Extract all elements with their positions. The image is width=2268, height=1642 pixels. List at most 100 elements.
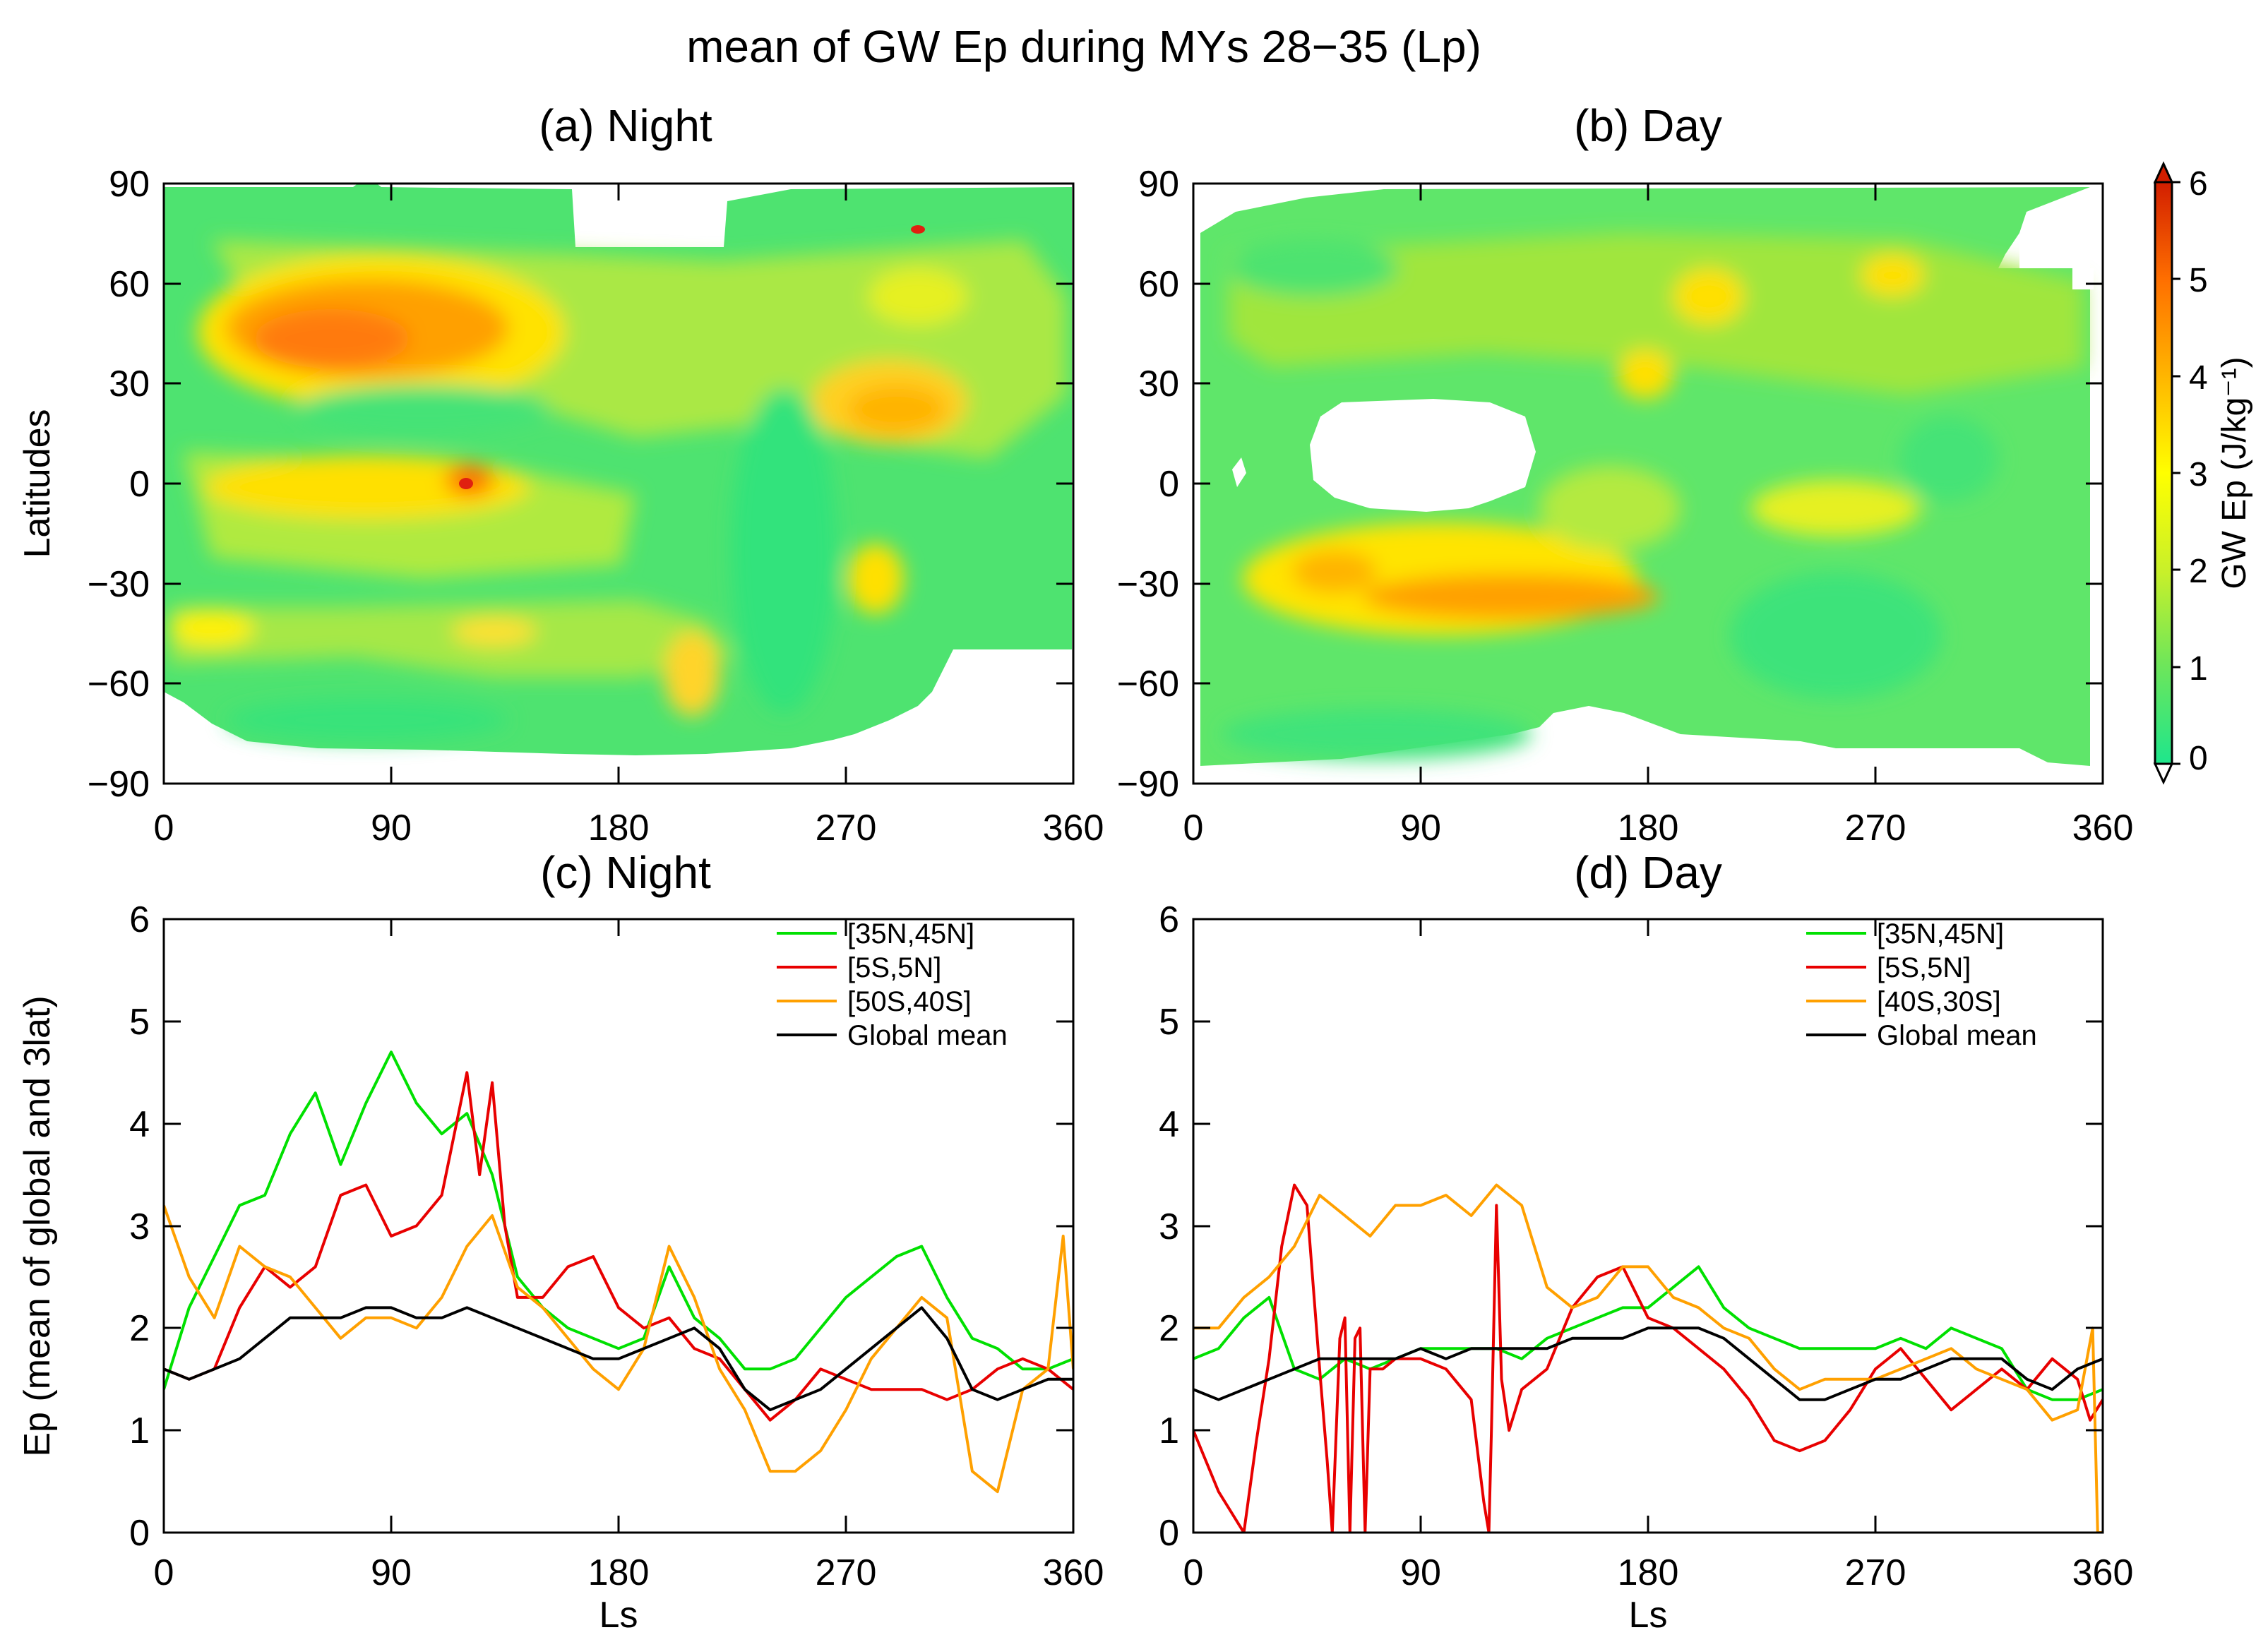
panel-c-plot	[164, 1050, 1073, 1494]
colorbar-tick-label: 0	[2189, 740, 2208, 777]
panel-c-ylabel: Ep (mean of global and 3lat)	[17, 995, 58, 1456]
panel-d: (d) Day 0 1 2 3 4 5 6 0 90 180 270	[1159, 847, 2133, 1636]
xtick-label: 90	[1400, 808, 1441, 849]
panel-c-xticklabels: 0 90 180 270 360	[154, 1552, 1104, 1593]
legend-label: [5S,5N]	[1877, 952, 1971, 983]
xtick-label: 360	[1043, 808, 1104, 849]
panel-b-title: (b) Day	[1574, 100, 1722, 151]
legend-label: [40S,30S]	[1877, 986, 2001, 1017]
series-line-35n-45n	[164, 1050, 1073, 1390]
series-line-global-mean	[1193, 1326, 2103, 1401]
xtick-label: 180	[1618, 808, 1679, 849]
colorbar: 0 1 2 3 4 5 6 GW Ep (J/kg⁻¹)	[2153, 161, 2253, 785]
panel-a-blob-s	[664, 632, 720, 717]
panel-a-spot2	[459, 478, 473, 489]
panel-b-blob-n2	[1617, 349, 1673, 399]
legend-label: [35N,45N]	[847, 918, 974, 949]
panel-b-low-n	[1229, 240, 1398, 296]
ytick-label: −90	[1117, 764, 1179, 805]
panel-b-blob-south-w	[1292, 551, 1377, 593]
panel-a-heatmap	[164, 184, 1072, 755]
panel-a-low	[731, 388, 837, 713]
panel-a-blob-ne2	[869, 268, 967, 325]
ytick-label: 4	[129, 1104, 150, 1145]
ytick-label: 60	[1138, 264, 1179, 305]
panel-a-blob-ne-core	[847, 385, 946, 433]
panel-b-xticklabels: 0 90 180 270 360	[1183, 808, 2134, 849]
ytick-label: 0	[129, 1513, 150, 1554]
ytick-label: 2	[1159, 1308, 1179, 1349]
panel-b-low-east	[1730, 572, 1942, 699]
panel-a-spot	[911, 225, 925, 234]
panel-a-xticklabels: 0 90 180 270 360	[154, 808, 1104, 849]
panel-c-legend: [35N,45N] [5S,5N] [50S,40S] Global mean	[777, 918, 1008, 1051]
ytick-label: 0	[129, 464, 150, 505]
xtick-label: 270	[816, 808, 877, 849]
panel-a-blob-north-hot	[254, 309, 410, 368]
series-line-50s-40s	[164, 1204, 1073, 1494]
colorbar-tick-label: 6	[2189, 165, 2208, 203]
panel-a-band-south	[169, 600, 734, 678]
panel-a-low-south	[226, 699, 508, 741]
legend-label: Global mean	[847, 1020, 1008, 1051]
panel-a-blob-s2	[452, 618, 537, 646]
panel-c-xlabel: Ls	[599, 1595, 638, 1636]
panel-a-blob-eq	[205, 455, 530, 519]
panel-b-low-south	[1222, 709, 1532, 760]
panel-a-title: (a) Night	[539, 100, 712, 151]
colorbar-tick-label: 1	[2189, 650, 2208, 688]
panel-b-yticklabels: 90 60 30 0 −30 −60 −90	[1117, 164, 1179, 805]
ytick-label: 6	[129, 899, 150, 940]
xtick-label: 180	[1618, 1552, 1679, 1593]
ytick-label: 30	[109, 364, 150, 404]
ytick-label: 90	[1138, 164, 1179, 205]
xtick-label: 0	[154, 1552, 174, 1593]
xtick-label: 270	[1845, 808, 1906, 849]
ytick-label: 60	[109, 264, 150, 305]
series-line-5s-5n	[164, 1071, 1073, 1422]
series-line-35n-45n	[1193, 1265, 2103, 1401]
panel-a-blob-sw	[169, 610, 254, 647]
panel-c-yticklabels: 0 1 2 3 4 5 6	[129, 899, 150, 1554]
xtick-label: 360	[2072, 808, 2134, 849]
panel-a-yticklabels: 90 60 30 0 −30 −60 −90	[88, 164, 150, 805]
series-line-5s-5n	[1193, 1183, 2103, 1533]
colorbar-ticklabels: 0 1 2 3 4 5 6	[2189, 165, 2208, 777]
xtick-label: 270	[816, 1552, 877, 1593]
panel-d-title: (d) Day	[1574, 847, 1722, 898]
colorbar-tick-label: 3	[2189, 456, 2208, 493]
ytick-label: 0	[1159, 464, 1179, 505]
panel-c-ticks	[162, 918, 1075, 1534]
xtick-label: 270	[1845, 1552, 1906, 1593]
xtick-label: 90	[1400, 1552, 1441, 1593]
panel-d-ticks	[1192, 918, 2104, 1534]
xtick-label: 180	[588, 808, 650, 849]
ytick-label: 4	[1159, 1104, 1179, 1145]
xtick-label: 180	[588, 1552, 650, 1593]
panel-b-blob-ne	[1861, 254, 1924, 296]
ytick-label: 3	[129, 1206, 150, 1247]
panel-b-blob-e	[1751, 480, 1921, 537]
colorbar-tick-label: 2	[2189, 553, 2208, 590]
ytick-label: −60	[88, 664, 150, 705]
panel-a-low-ring	[297, 385, 551, 434]
ytick-label: 5	[129, 1002, 150, 1043]
panel-b-gap-ne2	[2072, 268, 2094, 289]
xtick-label: 90	[371, 1552, 412, 1593]
ytick-label: 30	[1138, 364, 1179, 404]
ytick-label: −90	[88, 764, 150, 805]
colorbar-tick-label: 4	[2189, 359, 2208, 397]
panel-d-xlabel: Ls	[1629, 1595, 1668, 1636]
xtick-label: 0	[154, 808, 174, 849]
ytick-label: −60	[1117, 664, 1179, 705]
ytick-label: 1	[129, 1410, 150, 1451]
colorbar-min-arrow	[2153, 762, 2174, 785]
ytick-label: 1	[1159, 1410, 1179, 1451]
panel-b-mid	[1539, 466, 1681, 551]
panel-b-blob-south-core	[1363, 574, 1659, 619]
ytick-label: −30	[1117, 564, 1179, 605]
ytick-label: 0	[1159, 1513, 1179, 1554]
xtick-label: 90	[371, 808, 412, 849]
figure-title: mean of GW Ep during MYs 28−35 (Lp)	[686, 21, 1481, 72]
